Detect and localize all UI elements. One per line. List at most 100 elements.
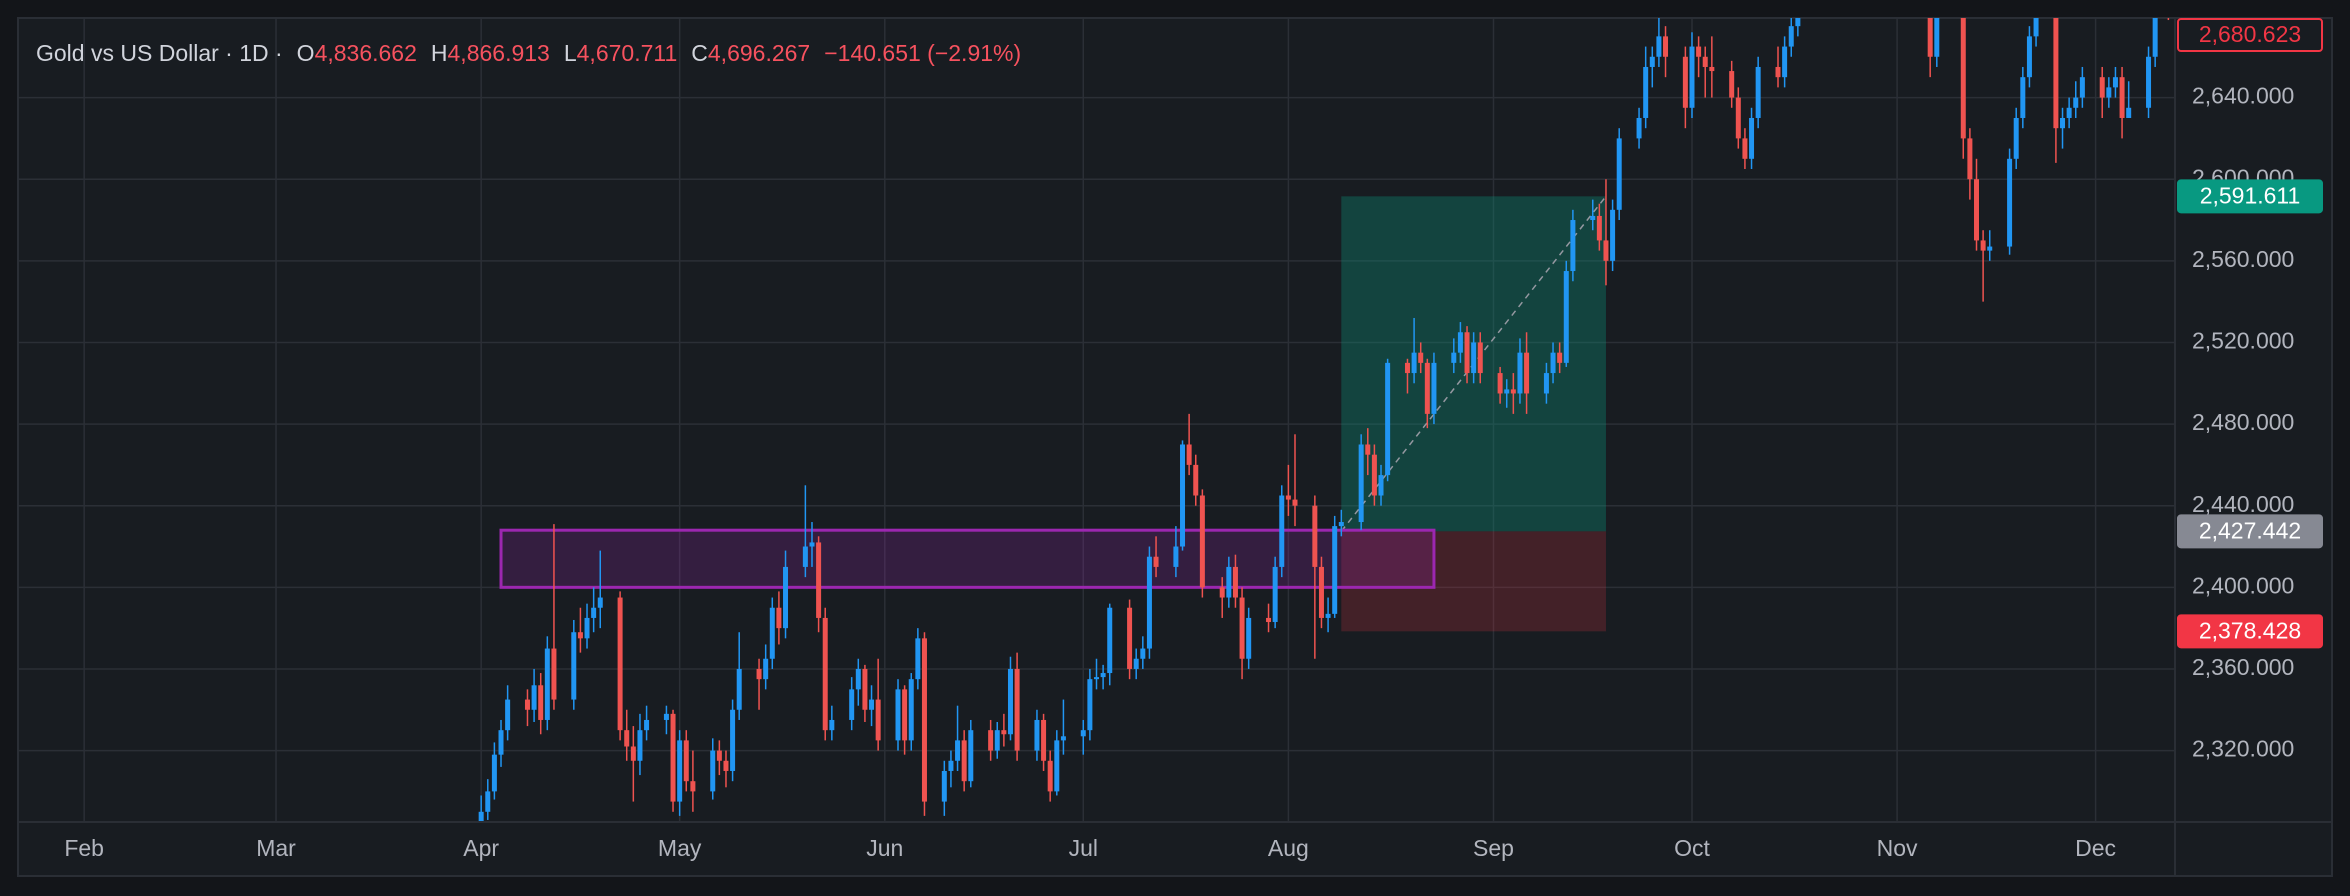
ohlc-value: 4,836.662	[314, 40, 417, 66]
price-label-box	[2177, 179, 2323, 214]
candle-body	[1338, 522, 1344, 527]
candle-body	[485, 791, 491, 812]
ohlc-label: H	[430, 40, 448, 66]
candle-body	[630, 746, 636, 761]
candle-body	[988, 730, 994, 751]
candle-body	[1656, 36, 1662, 57]
candle-body	[644, 719, 650, 731]
candle-body	[829, 719, 835, 731]
candle-body	[816, 542, 822, 618]
candle-body	[1153, 556, 1159, 567]
candle-body	[1590, 215, 1596, 221]
candle-body	[1034, 719, 1040, 751]
price-label: 2,378.428	[2199, 617, 2301, 643]
ohlc-value: 4,696.267	[707, 40, 811, 66]
candle-body	[1080, 730, 1086, 737]
candle-body	[571, 632, 577, 700]
candle-body	[1729, 71, 1735, 98]
candle-body	[538, 685, 544, 720]
candle-body	[1543, 373, 1549, 394]
y-tick-label: 2,360.000	[2192, 654, 2294, 680]
candle-body	[769, 607, 775, 659]
candle-body	[1696, 46, 1702, 57]
ohlc-label: O	[296, 40, 315, 66]
candle-body	[1557, 352, 1563, 363]
candle-body	[1239, 597, 1245, 659]
candle-body	[1094, 677, 1099, 680]
candle-body	[544, 648, 550, 720]
ohlc-label: C	[691, 40, 708, 66]
position-stop-zone	[1341, 531, 1606, 632]
candle-body	[1980, 240, 1986, 251]
symbol-title: Gold vs US Dollar · 1D ·	[36, 40, 283, 66]
candle-body	[1782, 46, 1788, 78]
candle-body	[783, 566, 789, 629]
candle-body	[1689, 46, 1695, 108]
candle-body	[2060, 117, 2066, 129]
y-tick-label: 2,520.000	[2192, 328, 2294, 354]
x-tick-label: May	[658, 835, 702, 861]
candle-body	[1451, 352, 1457, 363]
price-change: −140.651 (−2.91%)	[824, 40, 1022, 66]
candle-body	[2099, 77, 2105, 98]
candle-body	[1325, 613, 1331, 618]
candle-body	[875, 699, 881, 741]
x-tick-label: Aug	[1268, 835, 1309, 861]
candle-body	[1775, 66, 1781, 78]
candle-body	[1107, 607, 1113, 674]
candle-body	[1219, 587, 1225, 598]
candle-body	[736, 668, 742, 710]
candle-body	[505, 699, 511, 731]
y-tick-label: 2,440.000	[2192, 491, 2294, 517]
candle-body	[2020, 77, 2026, 118]
legend-header: Gold vs US Dollar · 1D · O4,836.662 H4,866…	[36, 40, 1021, 67]
candle-body	[1318, 566, 1324, 618]
candle-body	[1266, 617, 1272, 623]
candle-body	[1279, 495, 1285, 567]
candle-body	[802, 546, 808, 567]
price-label: 2,427.442	[2199, 517, 2301, 543]
candle-body	[2126, 107, 2132, 118]
candle-body	[597, 597, 603, 608]
candle-body	[1504, 389, 1510, 394]
candle-body	[1272, 566, 1278, 623]
candle-body	[1524, 352, 1530, 394]
candle-body	[2053, 18, 2059, 129]
candle-body	[1464, 332, 1470, 374]
candle-body	[1146, 556, 1152, 649]
candles	[478, 18, 2170, 822]
candle-body	[1226, 566, 1232, 598]
candle-body	[1127, 607, 1133, 669]
candle-body	[1358, 444, 1364, 523]
candle-body	[915, 638, 921, 680]
candle-body	[1041, 719, 1047, 761]
candle-body	[2106, 87, 2112, 98]
candle-body	[1060, 736, 1066, 741]
candle-body	[1934, 18, 1940, 57]
candle-body	[1987, 246, 1993, 251]
price-label: 2,591.611	[2200, 182, 2301, 208]
candle-body	[710, 750, 716, 792]
candle-body	[624, 730, 630, 747]
candle-body	[895, 689, 901, 741]
candle-body	[2007, 158, 2013, 247]
candle-body	[1014, 668, 1020, 751]
candle-body	[1411, 352, 1417, 374]
candle-body	[1702, 56, 1708, 67]
y-tick-label: 2,400.000	[2192, 572, 2294, 598]
candle-body	[1385, 362, 1391, 476]
y-tick-label: 2,640.000	[2192, 83, 2294, 109]
candle-body	[756, 668, 762, 680]
candle-body	[1742, 138, 1748, 159]
candle-body	[1173, 546, 1179, 567]
y-tick-label: 2,480.000	[2192, 409, 2294, 435]
ohlc-value: 4,866.913	[447, 40, 550, 66]
candle-body	[478, 811, 484, 822]
range-rectangle	[499, 528, 1436, 589]
candle-body	[955, 740, 961, 761]
candle-body	[1550, 352, 1556, 374]
candle-body	[1795, 18, 1801, 27]
candle-body	[617, 597, 623, 731]
candle-body	[1510, 389, 1516, 394]
